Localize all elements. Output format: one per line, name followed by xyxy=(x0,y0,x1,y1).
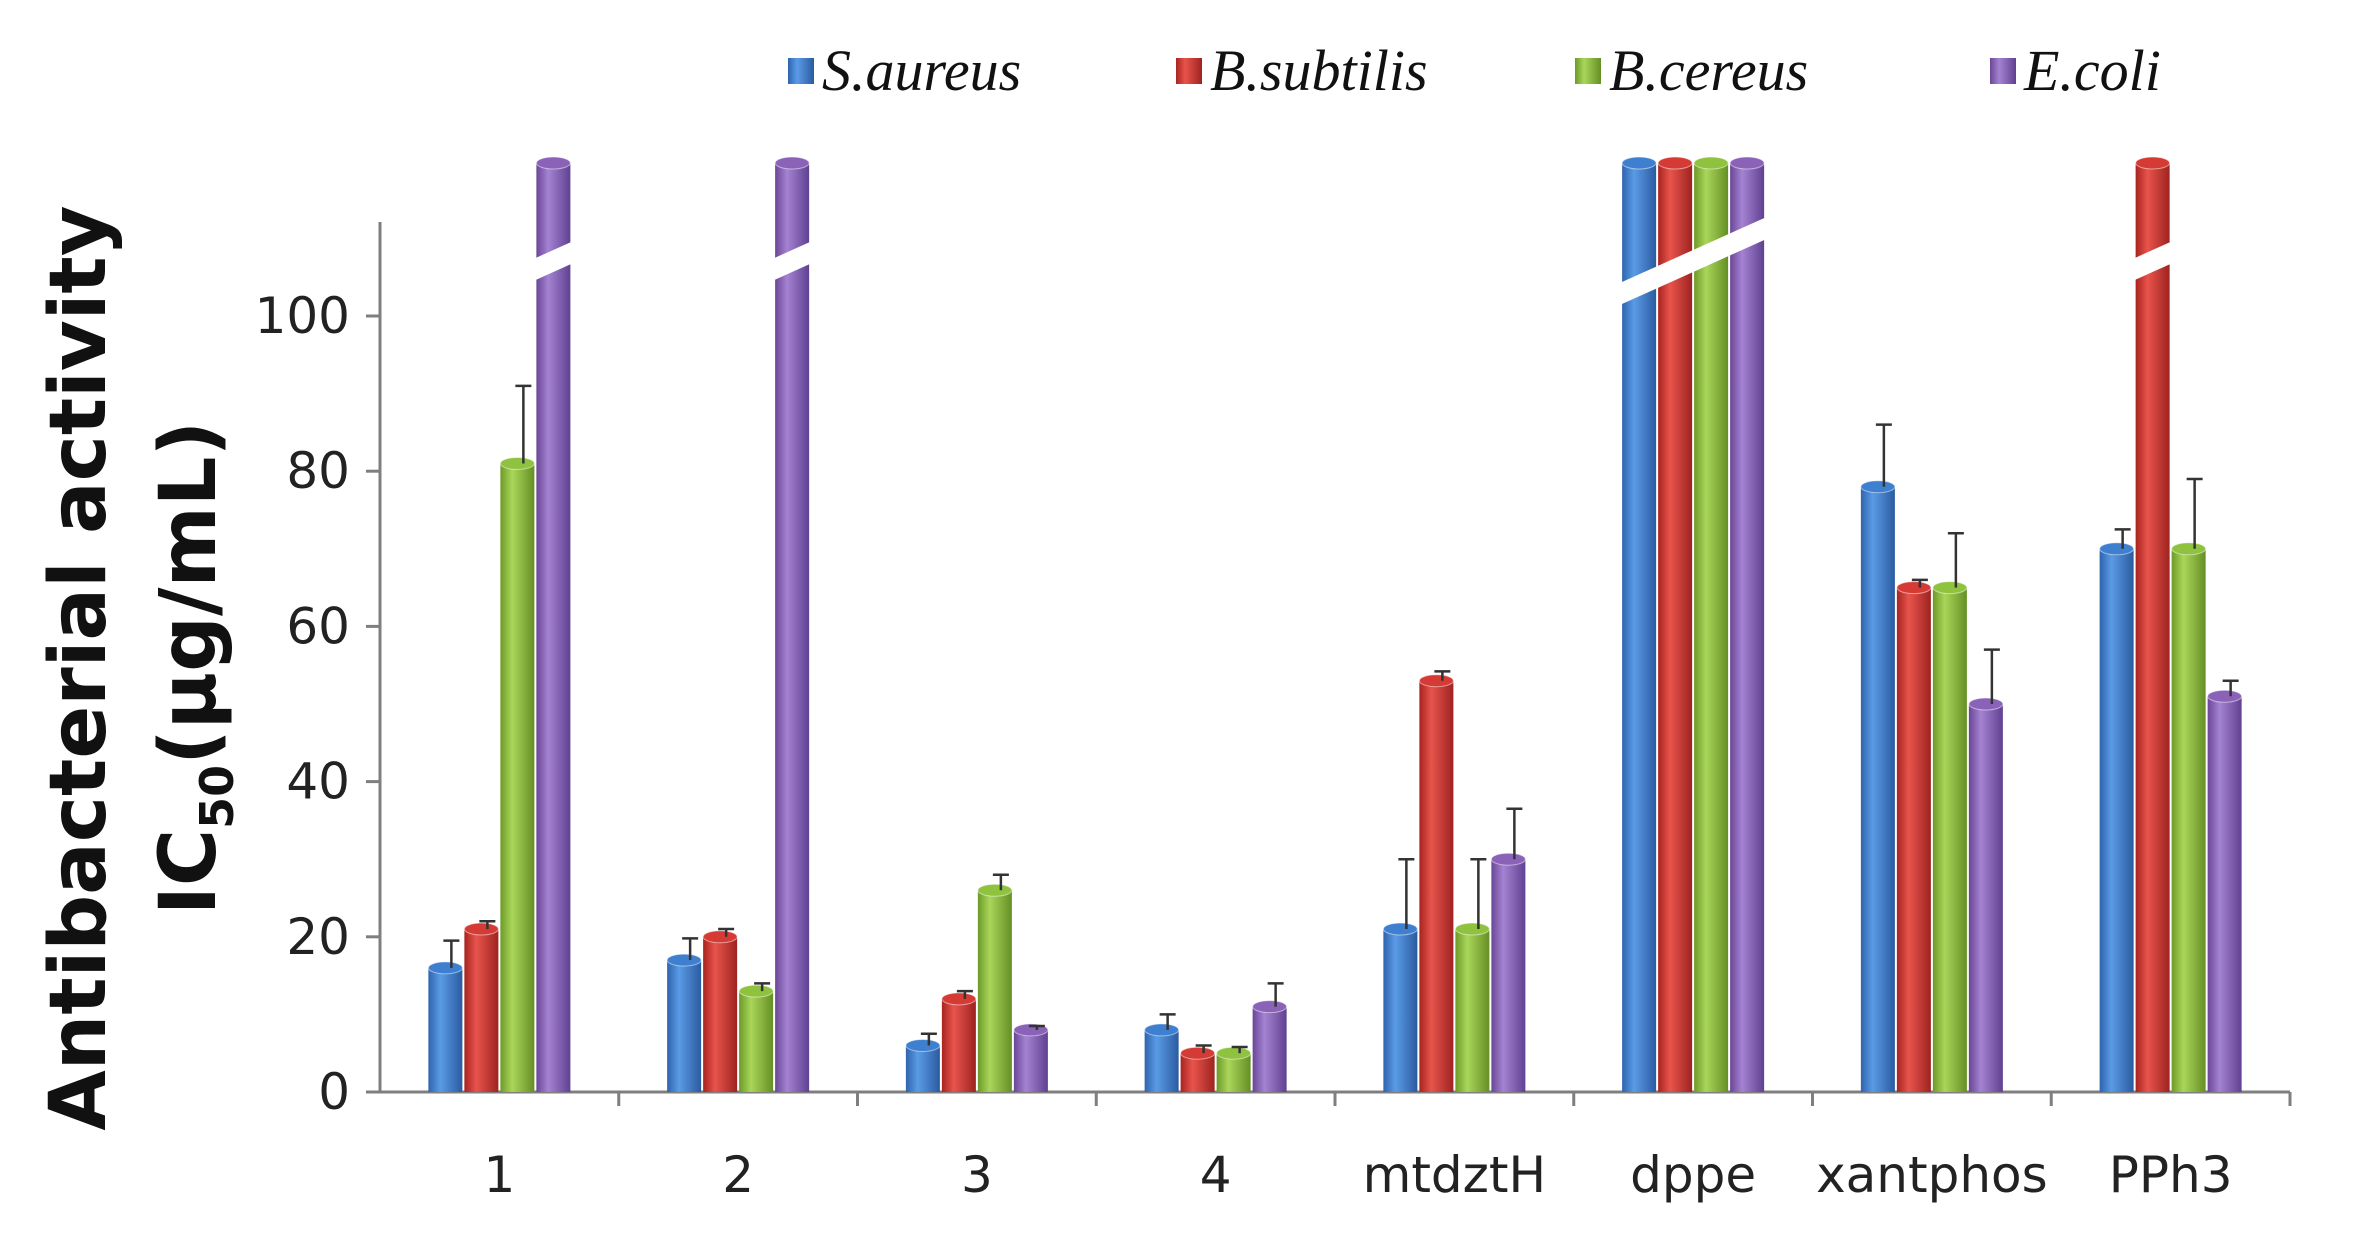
y-axis-label: Antibacterial activity IC50(μg/mL) xyxy=(34,205,244,1130)
bar-e-coli-dppe xyxy=(1730,163,1765,1092)
bar-b-cereus-pph3-cap xyxy=(2171,542,2207,556)
bar-b-cereus-2 xyxy=(739,991,774,1092)
bars-group xyxy=(427,156,2243,1093)
bar-b-subtilis-3 xyxy=(941,998,976,1092)
legend-swatch-s-aureus xyxy=(788,58,814,84)
bar-s-aureus-dppe xyxy=(1622,163,1657,1092)
bar-s-aureus-mtdzth-cap xyxy=(1382,922,1418,936)
y-tick-label: 0 xyxy=(318,1063,350,1121)
bar-b-cereus-xantphos xyxy=(1932,587,1967,1092)
x-tick-label: dppe xyxy=(1630,1146,1756,1204)
bar-s-aureus-pph3 xyxy=(2099,548,2134,1092)
bar-b-cereus-1 xyxy=(500,463,535,1092)
x-tick-label: 2 xyxy=(722,1146,754,1204)
y-tick-label: 80 xyxy=(286,442,350,500)
bar-b-subtilis-xantphos-cap xyxy=(1896,581,1932,595)
bar-s-aureus-4-cap xyxy=(1144,1023,1180,1037)
bar-s-aureus-dppe-cap xyxy=(1621,156,1657,170)
axis-break-marker xyxy=(1616,215,1771,307)
axes: 0 20 40 60 80 100 1 2 3 4 mtdztH dppe xantphos PPh3 xyxy=(255,222,2292,1204)
legend-swatch-b-cereus xyxy=(1575,58,1601,84)
bar-b-cereus-1-cap xyxy=(499,456,535,470)
x-tick-label: 4 xyxy=(1200,1146,1232,1204)
bar-s-aureus-1-cap xyxy=(427,961,463,975)
bar-b-subtilis-mtdzth xyxy=(1419,680,1454,1092)
bar-e-coli-3 xyxy=(1013,1029,1048,1092)
bar-e-coli-1-cap xyxy=(535,156,571,170)
bar-b-cereus-3-cap xyxy=(977,883,1013,897)
bar-b-cereus-mtdzth xyxy=(1455,929,1490,1092)
bar-b-cereus-2-cap xyxy=(738,984,774,998)
y-axis-label-line2: IC50(μg/mL) xyxy=(144,421,244,915)
x-tick-label: PPh3 xyxy=(2109,1146,2233,1204)
bar-e-coli-2-cap xyxy=(774,156,810,170)
bar-e-coli-mtdzth xyxy=(1491,859,1526,1092)
y-tick-label: 60 xyxy=(286,597,350,655)
x-tick-label: xantphos xyxy=(1816,1146,2048,1204)
bar-b-cereus-3 xyxy=(977,890,1012,1092)
bar-b-subtilis-3-cap xyxy=(941,992,977,1006)
bar-e-coli-dppe-cap xyxy=(1729,156,1765,170)
y-axis-label-line1: Antibacterial activity xyxy=(34,205,124,1130)
bar-b-subtilis-1-cap xyxy=(463,922,499,936)
bar-b-subtilis-4-cap xyxy=(1180,1046,1216,1060)
axis-break-marker xyxy=(2129,239,2176,283)
legend-swatch-b-subtilis xyxy=(1176,58,1202,84)
bar-e-coli-4 xyxy=(1252,1006,1287,1092)
legend-label-b-subtilis: B.subtilis xyxy=(1210,38,1428,103)
bar-b-cereus-pph3 xyxy=(2171,548,2206,1092)
bar-b-subtilis-xantphos xyxy=(1896,587,1931,1092)
bar-b-subtilis-pph3-cap xyxy=(2135,156,2171,170)
bar-e-coli-xantphos-cap xyxy=(1968,697,2004,711)
bar-b-subtilis-1 xyxy=(464,929,499,1092)
bar-s-aureus-1 xyxy=(428,967,463,1092)
x-tick-label: 3 xyxy=(961,1146,993,1204)
bar-e-coli-mtdzth-cap xyxy=(1490,852,1526,866)
bar-e-coli-xantphos xyxy=(1968,704,2003,1092)
bar-s-aureus-4 xyxy=(1144,1029,1179,1092)
bar-s-aureus-pph3-cap xyxy=(2099,542,2135,556)
legend-label-e-coli: E.coli xyxy=(2023,38,2161,103)
y-tick-label: 40 xyxy=(286,753,350,811)
bar-b-subtilis-2 xyxy=(703,936,738,1092)
bar-b-subtilis-dppe-cap xyxy=(1657,156,1693,170)
bar-b-subtilis-mtdzth-cap xyxy=(1418,674,1454,688)
legend-label-s-aureus: S.aureus xyxy=(822,38,1021,103)
bar-s-aureus-xantphos xyxy=(1860,486,1895,1093)
bar-s-aureus-xantphos-cap xyxy=(1860,480,1896,494)
bar-e-coli-1 xyxy=(536,163,571,1092)
bar-e-coli-pph3 xyxy=(2207,696,2242,1092)
bar-b-cereus-mtdzth-cap xyxy=(1454,922,1490,936)
bar-s-aureus-3 xyxy=(905,1045,940,1092)
bar-b-subtilis-2-cap xyxy=(702,930,738,944)
legend-swatch-e-coli xyxy=(1990,58,2016,84)
axis-break-marker xyxy=(769,239,816,283)
bar-b-cereus-xantphos-cap xyxy=(1932,581,1968,595)
x-tick-label: mtdztH xyxy=(1363,1146,1547,1204)
bar-s-aureus-3-cap xyxy=(905,1038,941,1052)
legend-label-b-cereus: B.cereus xyxy=(1609,38,1808,103)
bar-b-subtilis-pph3 xyxy=(2135,163,2170,1092)
bar-b-cereus-4-cap xyxy=(1216,1046,1252,1060)
bar-b-cereus-dppe xyxy=(1694,163,1729,1092)
bar-s-aureus-2 xyxy=(667,960,702,1092)
bar-b-subtilis-dppe xyxy=(1658,163,1693,1092)
bar-s-aureus-2-cap xyxy=(666,953,702,967)
bar-e-coli-pph3-cap xyxy=(2207,689,2243,703)
legend: S.aureus B.subtilis B.cereus E.coli xyxy=(788,38,2161,103)
bar-e-coli-4-cap xyxy=(1252,1000,1288,1014)
bar-b-cereus-dppe-cap xyxy=(1693,156,1729,170)
y-tick-label: 20 xyxy=(286,908,350,966)
y-tick-label: 100 xyxy=(255,287,350,345)
x-tick-label: 1 xyxy=(483,1146,515,1204)
bar-s-aureus-mtdzth xyxy=(1383,929,1418,1092)
bar-e-coli-2 xyxy=(775,163,810,1092)
axis-break-marker xyxy=(530,239,577,283)
